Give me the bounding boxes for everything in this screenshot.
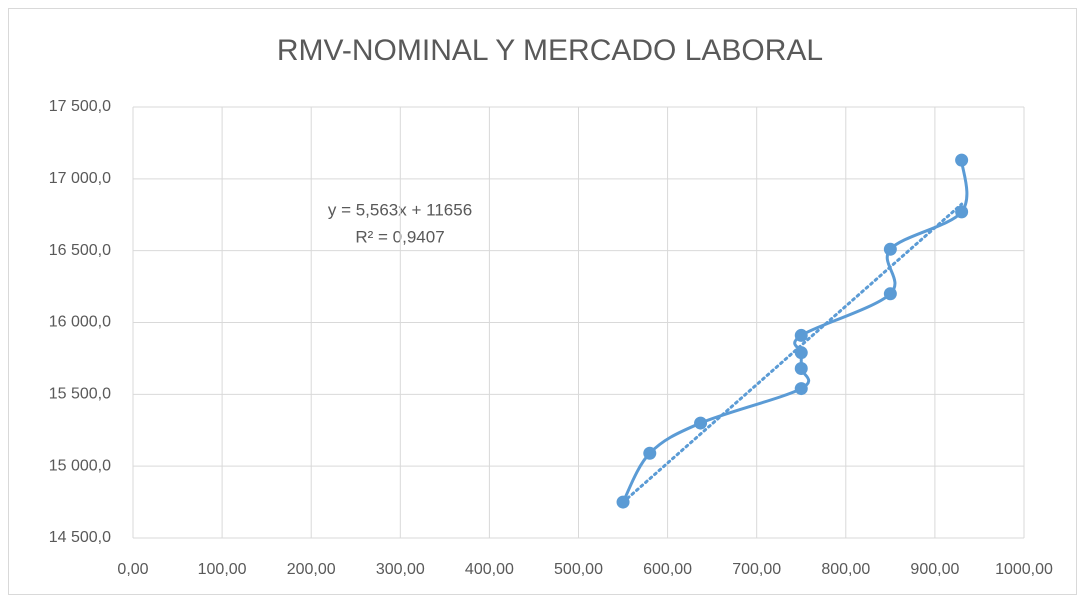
data-point: [794, 346, 808, 360]
data-point: [955, 205, 969, 219]
chart-title: RMV-NOMINAL Y MERCADO LABORAL: [277, 34, 823, 67]
x-tick-label: 200,00: [287, 561, 336, 578]
data-point: [643, 446, 657, 460]
x-tick-label: 400,00: [465, 561, 514, 578]
data-point: [794, 361, 808, 375]
x-tick-label: 500,00: [554, 561, 603, 578]
x-tick-label: 600,00: [643, 561, 692, 578]
data-point: [883, 242, 897, 256]
data-point: [694, 416, 708, 430]
x-tick-label: 100,00: [198, 561, 247, 578]
y-tick-label: 17 000,0: [49, 170, 111, 187]
x-tick-label: 900,00: [910, 561, 959, 578]
y-tick-label: 15 500,0: [49, 386, 111, 403]
y-tick-label: 15 000,0: [49, 457, 111, 474]
y-tick-label: 16 500,0: [49, 242, 111, 259]
trendline: [621, 202, 964, 504]
y-tick-label: 14 500,0: [49, 529, 111, 546]
data-point: [794, 382, 808, 396]
x-tick-label: 1000,00: [995, 561, 1053, 578]
x-tick-label: 0,00: [117, 561, 148, 578]
x-tick-label: 300,00: [376, 561, 425, 578]
x-tick-label: 700,00: [732, 561, 781, 578]
data-point: [955, 153, 969, 167]
data-point: [794, 328, 808, 342]
x-tick-label: 800,00: [821, 561, 870, 578]
data-point: [883, 287, 897, 301]
y-tick-label: 17 500,0: [49, 98, 111, 115]
y-tick-label: 16 000,0: [49, 314, 111, 331]
chart-frame: [8, 8, 1077, 595]
data-point: [616, 495, 630, 509]
